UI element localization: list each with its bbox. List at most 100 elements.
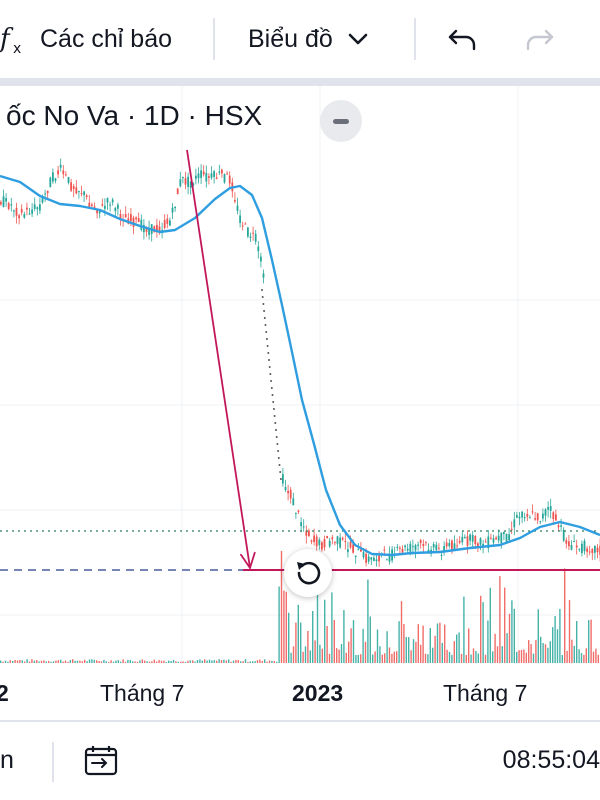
candle-body xyxy=(257,246,260,252)
gap-dot xyxy=(265,331,268,333)
candle-body xyxy=(228,175,231,184)
volume-bar xyxy=(180,661,182,663)
volume-bar xyxy=(376,629,379,663)
candle-body xyxy=(594,546,596,553)
volume-bar xyxy=(170,661,172,663)
volume-bar xyxy=(492,651,494,663)
candle-body xyxy=(451,540,453,550)
volume-bar xyxy=(480,595,482,663)
volume-bar xyxy=(352,620,355,663)
volume-bar xyxy=(122,659,124,663)
volume-bar xyxy=(249,661,251,663)
price-chart[interactable] xyxy=(0,86,600,720)
candle-body xyxy=(215,177,218,179)
volume-bar xyxy=(590,619,592,663)
volume-bar xyxy=(506,633,508,663)
candle-body xyxy=(557,525,560,528)
candle-body xyxy=(254,233,257,242)
volume-bar xyxy=(319,644,321,663)
candle-body xyxy=(282,474,284,484)
gap-dot xyxy=(272,401,275,403)
volume-bar xyxy=(520,649,523,663)
candle-body xyxy=(531,511,534,513)
candle-body xyxy=(83,191,85,196)
chart-type-button[interactable]: Biểu đồ xyxy=(248,0,369,78)
svg-text:f: f xyxy=(0,24,14,54)
candle-body xyxy=(484,541,487,543)
volume-bar xyxy=(350,628,352,663)
volume-bar xyxy=(220,660,223,663)
volume-bar xyxy=(242,661,244,663)
volume-bar xyxy=(345,652,347,663)
candle-body xyxy=(10,204,13,206)
volume-bar xyxy=(429,628,431,663)
gap-dot xyxy=(270,387,273,389)
candle-body xyxy=(234,200,236,202)
volume-bar xyxy=(448,651,451,663)
compare-symbols-button[interactable] xyxy=(82,744,120,783)
chart-canvas[interactable] xyxy=(0,86,600,720)
trend-arrow-head xyxy=(240,551,256,571)
bottom-left-text[interactable]: n xyxy=(0,746,14,774)
volume-bar xyxy=(192,660,194,663)
candle-body xyxy=(562,529,565,541)
volume-bar xyxy=(43,660,45,663)
x-axis-label: 2 xyxy=(0,680,9,706)
candle-body xyxy=(427,549,430,553)
volume-bar xyxy=(309,650,311,663)
candle-body xyxy=(213,171,215,177)
candle-body xyxy=(360,549,362,552)
volume-bar xyxy=(194,661,196,663)
candle-body xyxy=(417,544,419,546)
indicators-button[interactable]: Các chỉ báo xyxy=(40,0,172,78)
symbol-legend-title[interactable]: ốc No Va · 1D · HSX xyxy=(6,100,263,131)
redo-button[interactable] xyxy=(524,0,556,78)
reset-chart-button[interactable] xyxy=(284,549,332,597)
volume-bar xyxy=(208,659,211,663)
undo-button[interactable] xyxy=(446,0,478,78)
legend-collapse-button[interactable] xyxy=(320,100,362,142)
volume-bar xyxy=(556,629,559,663)
volume-bar xyxy=(489,587,491,663)
candle-body xyxy=(145,228,148,232)
volume-bar xyxy=(148,661,151,663)
candle-body xyxy=(249,236,252,238)
volume-bar xyxy=(456,634,458,663)
candle-body xyxy=(315,536,318,547)
gap-dot xyxy=(270,380,273,382)
volume-bar xyxy=(592,651,595,663)
candle-body xyxy=(200,170,202,178)
x-axis-label: Tháng 7 xyxy=(100,680,185,706)
gap-dot xyxy=(277,457,280,459)
volume-bar xyxy=(146,661,148,663)
volume-bar xyxy=(55,660,57,663)
gap-dot xyxy=(262,303,265,305)
gap-dot xyxy=(264,324,267,326)
candle-body xyxy=(302,526,305,528)
candle-body xyxy=(508,534,510,540)
candle-body xyxy=(260,256,262,262)
volume-bar xyxy=(386,631,388,663)
candle-body xyxy=(334,542,336,544)
volume-bar xyxy=(364,641,367,663)
candle-body xyxy=(36,207,39,210)
volume-bar xyxy=(328,653,331,663)
function-fx-icon[interactable]: f x xyxy=(0,0,28,78)
candle-body xyxy=(169,220,171,226)
candle-body xyxy=(438,547,440,549)
compare-symbols-icon xyxy=(84,746,118,776)
volume-bar xyxy=(31,659,33,663)
volume-bar xyxy=(283,590,285,663)
volume-bar xyxy=(240,661,242,663)
candle-body xyxy=(226,173,228,175)
candle-body xyxy=(357,549,360,551)
candle-body xyxy=(130,214,132,221)
candle-body xyxy=(98,210,101,214)
candle-body xyxy=(143,224,145,233)
x-axis-label: Tháng 7 xyxy=(443,680,528,706)
candle-body xyxy=(503,532,505,534)
toolbar-divider xyxy=(0,78,600,86)
volume-bar xyxy=(564,568,566,663)
volume-bar xyxy=(513,608,515,663)
volume-bar xyxy=(153,659,155,663)
